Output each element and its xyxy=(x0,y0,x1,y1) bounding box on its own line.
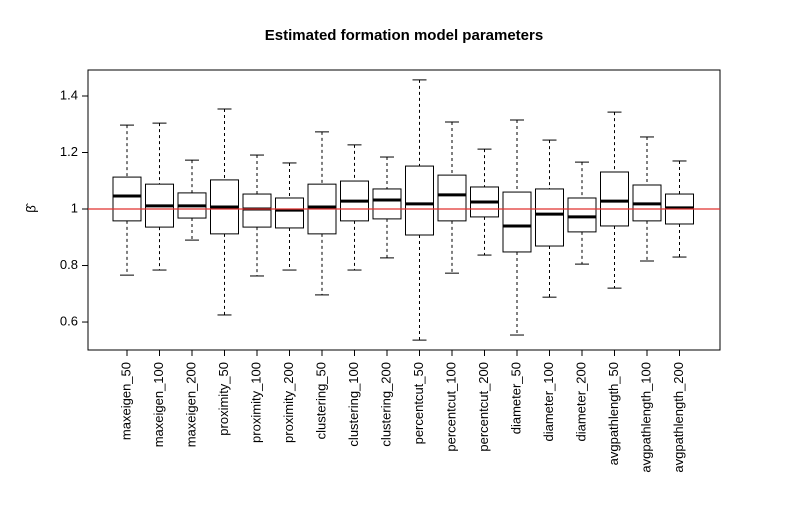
x-tick-label: proximity_200 xyxy=(281,362,296,443)
y-tick-label: 0.6 xyxy=(60,313,78,328)
x-tick-label: diameter_50 xyxy=(508,362,523,434)
box xyxy=(600,171,629,227)
box xyxy=(405,165,434,236)
x-tick-label: avgpathlength_50 xyxy=(606,362,621,465)
box xyxy=(535,188,564,247)
x-tick-label: avgpathlength_100 xyxy=(638,362,653,473)
x-tick-label: percentcut_50 xyxy=(411,362,426,444)
y-axis-label: β̂ xyxy=(23,202,38,212)
x-tick-label: maxeigen_50 xyxy=(118,362,133,440)
x-tick-label: diameter_200 xyxy=(573,362,588,442)
box xyxy=(567,197,597,233)
x-tick-label: percentcut_200 xyxy=(476,362,491,452)
y-tick-label: 0.8 xyxy=(60,257,78,272)
x-tick-label: diameter_100 xyxy=(541,362,556,442)
x-tick-label: clustering_50 xyxy=(313,362,328,439)
x-tick-label: clustering_100 xyxy=(346,362,361,447)
y-tick-label: 1.2 xyxy=(60,144,78,159)
x-tick-label: proximity_50 xyxy=(216,362,231,436)
box xyxy=(372,188,402,220)
plot-frame xyxy=(87,69,721,351)
chart-title: Estimated formation model parameters xyxy=(265,27,543,44)
x-tick-label: clustering_200 xyxy=(378,362,393,447)
x-tick-label: maxeigen_200 xyxy=(183,362,198,447)
x-tick-label: maxeigen_100 xyxy=(151,362,166,447)
x-tick-label: percentcut_100 xyxy=(443,362,458,452)
box xyxy=(112,176,142,222)
x-tick-label: proximity_100 xyxy=(248,362,263,443)
y-tick-label: 1.4 xyxy=(60,87,78,102)
box xyxy=(275,197,304,229)
box xyxy=(242,193,272,228)
y-tick-label: 1 xyxy=(71,200,78,215)
box xyxy=(437,174,467,222)
box xyxy=(502,191,532,253)
x-tick-label: avgpathlength_200 xyxy=(671,362,686,473)
